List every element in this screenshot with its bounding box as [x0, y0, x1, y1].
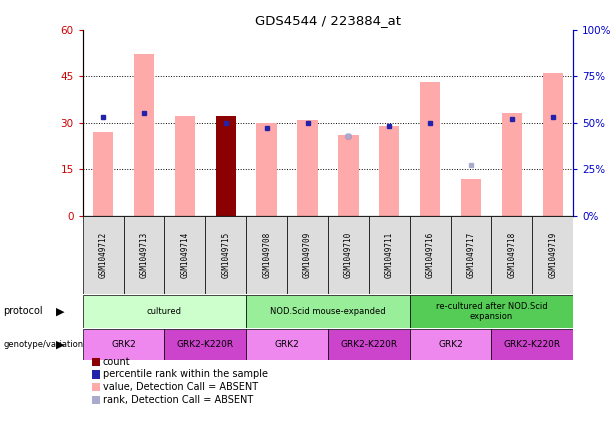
Text: value, Detection Call = ABSENT: value, Detection Call = ABSENT [103, 382, 258, 392]
Text: GSM1049709: GSM1049709 [303, 232, 312, 278]
Text: cultured: cultured [147, 307, 182, 316]
Text: GRK2-K220R: GRK2-K220R [177, 340, 234, 349]
Text: GSM1049715: GSM1049715 [221, 232, 230, 278]
Bar [246, 329, 328, 360]
Text: GSM1049718: GSM1049718 [508, 232, 516, 278]
Text: GSM1049713: GSM1049713 [140, 232, 148, 278]
Text: protocol: protocol [3, 306, 43, 316]
Bar [124, 216, 164, 294]
Bar [83, 295, 246, 328]
Text: genotype/variation: genotype/variation [3, 340, 83, 349]
Text: GRK2: GRK2 [275, 340, 300, 349]
Bar [328, 216, 369, 294]
Text: ▶: ▶ [56, 340, 64, 350]
Bar [297, 120, 318, 216]
Bar [338, 135, 359, 216]
Text: GSM1049712: GSM1049712 [99, 232, 108, 278]
Bar [420, 82, 440, 216]
Bar [409, 216, 451, 294]
Bar [543, 73, 563, 216]
Text: GRK2: GRK2 [438, 340, 463, 349]
Bar [216, 116, 236, 216]
Text: re-cultured after NOD.Scid
expansion: re-cultured after NOD.Scid expansion [436, 302, 547, 321]
Title: GDS4544 / 223884_at: GDS4544 / 223884_at [255, 14, 401, 27]
Bar [492, 216, 532, 294]
Bar [175, 116, 195, 216]
Bar [461, 179, 481, 216]
Bar [246, 216, 287, 294]
Text: percentile rank within the sample: percentile rank within the sample [103, 369, 268, 379]
Text: GSM1049714: GSM1049714 [180, 232, 189, 278]
Bar [328, 329, 409, 360]
Bar [532, 216, 573, 294]
Text: GRK2-K220R: GRK2-K220R [504, 340, 561, 349]
Bar [409, 329, 492, 360]
Text: GRK2-K220R: GRK2-K220R [340, 340, 397, 349]
Bar [83, 329, 164, 360]
Text: NOD.Scid mouse-expanded: NOD.Scid mouse-expanded [270, 307, 386, 316]
Text: GSM1049708: GSM1049708 [262, 232, 271, 278]
Bar [93, 132, 113, 216]
Text: GSM1049711: GSM1049711 [385, 232, 394, 278]
Bar [379, 126, 400, 216]
Bar [369, 216, 409, 294]
Text: count: count [103, 357, 131, 367]
Bar [287, 216, 328, 294]
Text: GSM1049716: GSM1049716 [425, 232, 435, 278]
Text: ▶: ▶ [56, 306, 64, 316]
Bar [134, 55, 154, 216]
Text: GSM1049719: GSM1049719 [548, 232, 557, 278]
Bar [256, 123, 277, 216]
Bar [246, 295, 409, 328]
Bar [492, 329, 573, 360]
Bar [451, 216, 492, 294]
Bar [164, 216, 205, 294]
Text: GSM1049717: GSM1049717 [466, 232, 476, 278]
Bar [205, 216, 246, 294]
Bar [83, 216, 124, 294]
Text: GRK2: GRK2 [111, 340, 136, 349]
Bar [409, 295, 573, 328]
Bar [501, 113, 522, 216]
Bar [164, 329, 246, 360]
Text: rank, Detection Call = ABSENT: rank, Detection Call = ABSENT [103, 395, 253, 405]
Text: GSM1049710: GSM1049710 [344, 232, 353, 278]
